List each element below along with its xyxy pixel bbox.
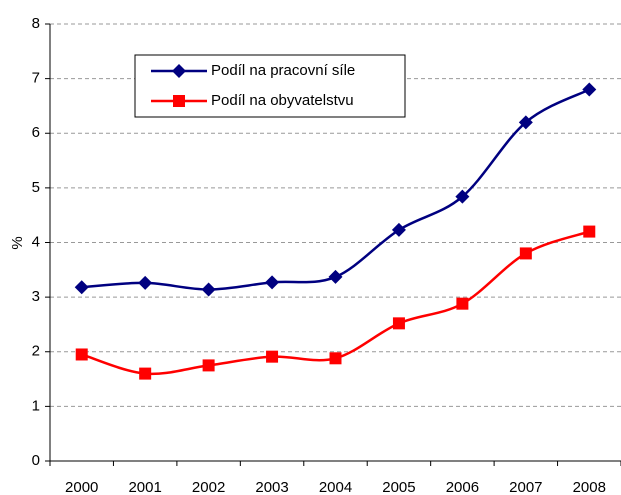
y-tick-label: 5 [32, 179, 40, 196]
legend-marker [172, 64, 186, 78]
data-point [139, 367, 152, 380]
data-point [518, 115, 533, 130]
data-point [392, 317, 405, 330]
data-point [583, 225, 596, 238]
x-tick-label: 2002 [192, 479, 225, 495]
data-point [456, 297, 469, 310]
x-tick-label: 2004 [319, 479, 352, 495]
y-tick-label: 0 [32, 452, 40, 469]
x-tick-label: 2005 [382, 479, 415, 495]
data-point [266, 350, 279, 363]
y-tick-label: 3 [32, 288, 40, 305]
y-tick-label: 7 [32, 70, 40, 87]
x-tick-label: 2007 [509, 479, 542, 495]
y-tick-label: 1 [32, 397, 40, 414]
y-axis-label: % [9, 236, 26, 249]
y-tick-label: 4 [32, 233, 40, 250]
x-tick-label: 2008 [573, 479, 606, 495]
y-tick-label: 2 [32, 343, 40, 360]
y-tick-label: 8 [32, 15, 40, 32]
series-line [81, 88, 590, 291]
legend-label: Podíl na obyvatelstvu [211, 92, 354, 109]
legend-label: Podíl na pracovní síle [211, 62, 355, 79]
x-tick-label: 2006 [446, 479, 479, 495]
data-point [201, 282, 216, 297]
x-tick-label: 2001 [128, 479, 161, 495]
data-point [202, 359, 215, 372]
data-point [455, 189, 470, 204]
data-point [328, 269, 343, 284]
data-point [582, 82, 597, 97]
x-tick-label: 2000 [65, 479, 98, 495]
legend-marker [173, 95, 185, 107]
data-point [75, 348, 88, 361]
data-point [519, 247, 532, 260]
data-point [329, 352, 342, 365]
data-point [74, 280, 89, 295]
data-point [265, 275, 280, 290]
x-tick-label: 2003 [255, 479, 288, 495]
y-tick-label: 6 [32, 124, 40, 141]
data-point [138, 275, 153, 290]
data-point [391, 222, 406, 237]
